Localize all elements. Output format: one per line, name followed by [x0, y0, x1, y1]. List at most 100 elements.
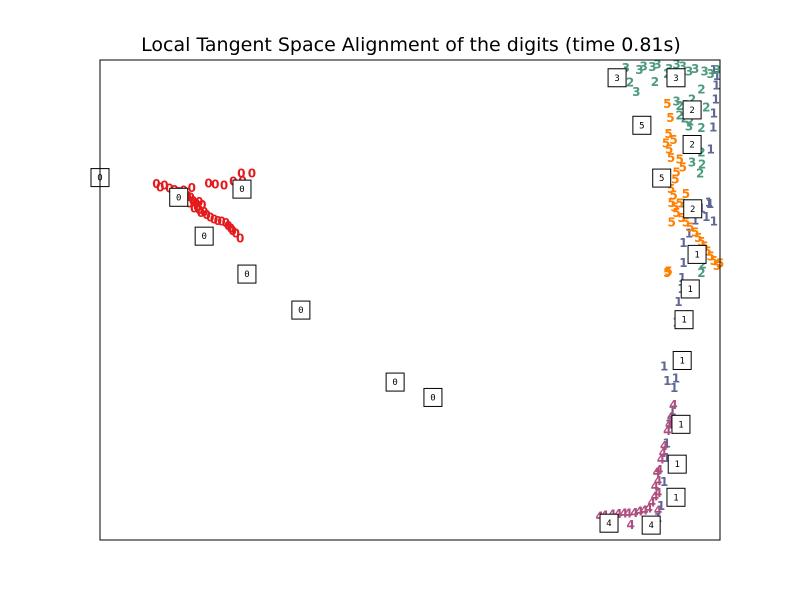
digit-1-point: 1 — [660, 475, 668, 489]
digit-5-point: 5 — [671, 200, 679, 214]
digit-0-point: 0 — [195, 203, 203, 217]
thumbnail-digit-glyph: 1 — [688, 285, 693, 295]
digit-2-point: 2 — [688, 92, 696, 106]
digit-1-point: 1 — [674, 295, 682, 309]
digit-thumbnail-0: 0 — [169, 187, 189, 207]
digit-1-point: 1 — [710, 107, 718, 121]
digit-5-point: 5 — [691, 225, 699, 239]
digit-thumbnail-0: 0 — [423, 387, 443, 407]
digit-5-point: 5 — [679, 161, 687, 175]
digit-5-point: 5 — [664, 127, 672, 141]
digit-5-point: 5 — [669, 133, 677, 147]
digit-thumbnail-1: 1 — [666, 487, 686, 507]
thumbnail-frame — [666, 68, 686, 88]
digit-5-point: 5 — [707, 249, 715, 263]
digit-3-point: 3 — [653, 57, 661, 71]
digit-3-point: 3 — [685, 120, 693, 134]
digit-2-point: 2 — [697, 82, 705, 96]
digit-4-point: 4 — [645, 501, 653, 515]
digit-3-point: 3 — [635, 63, 643, 77]
digit-1-point: 1 — [657, 499, 665, 513]
digit-4-point: 4 — [635, 505, 643, 519]
digit-1-point: 1 — [705, 196, 713, 210]
digit-5-point: 5 — [669, 188, 677, 202]
thumbnail-digit-glyph: 0 — [239, 185, 244, 195]
thumbnail-frame — [232, 179, 252, 199]
digit-5-point: 5 — [713, 259, 721, 273]
digit-thumbnail-3: 3 — [607, 68, 627, 88]
digit-0-point: 0 — [192, 197, 200, 211]
thumbnail-frame — [237, 264, 257, 284]
digit-thumbnail-0: 0 — [385, 372, 405, 392]
digit-0-point: 0 — [229, 224, 237, 238]
digit-1-point: 1 — [685, 226, 693, 240]
digit-thumbnail-4: 4 — [641, 515, 661, 535]
digit-thumbnail-2: 2 — [682, 100, 702, 120]
thumbnail-digit-glyph: 2 — [689, 140, 694, 150]
thumbnail-frame — [291, 300, 311, 320]
digit-thumbnail-0: 0 — [237, 264, 257, 284]
digit-3-point: 3 — [640, 60, 648, 74]
digit-1-point: 1 — [711, 92, 719, 106]
digit-4-point: 4 — [669, 398, 677, 412]
digit-5-point: 5 — [664, 265, 672, 279]
digit-1-point: 1 — [702, 210, 710, 224]
digit-4-point: 4 — [665, 417, 673, 431]
digit-2-point: 2 — [676, 109, 684, 123]
digit-0-point: 0 — [200, 205, 208, 219]
thumbnail-frame — [652, 168, 672, 188]
digit-4-point: 4 — [651, 489, 659, 503]
digit-0-point: 0 — [210, 212, 218, 226]
digit-0-point: 0 — [211, 177, 219, 191]
digit-5-point: 5 — [662, 137, 670, 151]
digit-0-point: 0 — [185, 197, 193, 211]
digit-5-point: 5 — [686, 221, 694, 235]
digit-5-point: 5 — [666, 111, 674, 125]
thumbnail-frame — [687, 244, 707, 264]
digit-2-point: 2 — [676, 99, 684, 113]
digit-0-point: 0 — [189, 194, 197, 208]
digit-5-point: 5 — [677, 211, 685, 225]
digit-3-point: 3 — [679, 197, 687, 211]
thumbnail-digit-glyph: 0 — [201, 232, 206, 242]
digit-thumbnail-1: 1 — [687, 244, 707, 264]
digit-0-point: 0 — [160, 179, 168, 193]
digit-4-point: 4 — [667, 410, 675, 424]
digit-1-point: 1 — [663, 437, 671, 451]
digit-1-point: 1 — [709, 121, 717, 135]
digit-4-point: 4 — [640, 504, 648, 518]
digit-4-point: 4 — [660, 439, 668, 453]
digit-0-point: 0 — [156, 181, 164, 195]
digit-4-point: 4 — [659, 446, 667, 460]
digit-0-point: 0 — [193, 200, 201, 214]
digit-0-point: 0 — [214, 214, 222, 228]
thumbnail-frame — [607, 68, 627, 88]
digit-1-point: 1 — [670, 381, 678, 395]
digit-3-point: 3 — [672, 95, 680, 109]
digit-4-point: 4 — [654, 474, 662, 488]
digit-5-point: 5 — [694, 231, 702, 245]
digit-1-point: 1 — [678, 271, 686, 285]
thumbnail-frame — [680, 279, 700, 299]
digit-5-point: 5 — [667, 216, 675, 230]
digit-0-point: 0 — [186, 191, 194, 205]
thumbnail-digit-glyph: 4 — [648, 521, 653, 531]
thumbnail-digit-glyph: 3 — [614, 74, 619, 84]
digit-5-point: 5 — [665, 143, 673, 157]
digit-0-point: 0 — [197, 206, 205, 220]
digit-1-point: 1 — [672, 372, 680, 386]
digit-4-point: 4 — [620, 507, 628, 521]
thumbnail-digit-glyph: 1 — [673, 493, 678, 503]
digit-0-point: 0 — [195, 195, 203, 209]
digit-2-point: 2 — [651, 75, 659, 89]
thumbnail-digit-glyph: 1 — [678, 420, 683, 430]
digit-0-point: 0 — [188, 181, 196, 195]
digit-thumbnail-1: 1 — [680, 279, 700, 299]
thumbnail-frame — [674, 310, 694, 330]
digit-2-point: 2 — [702, 101, 710, 115]
thumbnail-frame — [682, 134, 702, 154]
digit-1-point: 1 — [691, 213, 699, 227]
thumbnail-digit-glyph: 0 — [298, 306, 303, 316]
thumbnail-frame — [667, 454, 687, 474]
digit-thumbnail-1: 1 — [671, 414, 691, 434]
